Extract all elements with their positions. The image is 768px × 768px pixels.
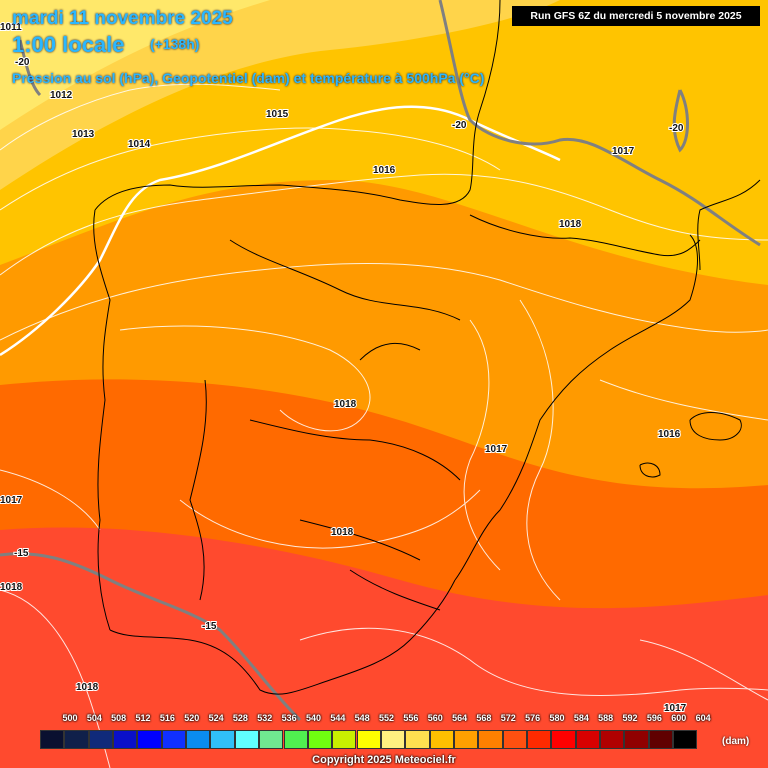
run-info-badge: Run GFS 6Z du mercredi 5 novembre 2025 (512, 6, 760, 26)
legend-swatch (380, 730, 406, 749)
legend-tick: 572 (500, 713, 516, 723)
legend-swatch (453, 730, 479, 749)
legend-tick: 576 (525, 713, 541, 723)
legend-tick: 524 (208, 713, 224, 723)
legend-tick: 580 (549, 713, 565, 723)
isobar-label: 1018 (331, 527, 354, 538)
legend-tick: 588 (598, 713, 614, 723)
isobar-label: 1018 (559, 219, 582, 230)
isobar-label: 1016 (658, 429, 681, 440)
coastlines (93, 0, 761, 695)
isobar-label: 1017 (0, 495, 23, 506)
legend-tick: 596 (646, 713, 662, 723)
isobar-label: 1017 (612, 146, 635, 157)
legend-tick: 540 (305, 713, 322, 723)
legend-tick: 528 (232, 713, 248, 723)
legend-swatch (332, 730, 357, 749)
isobar-label: 1018 (334, 399, 357, 410)
legend-tick: 600 (671, 713, 687, 723)
legend-swatch (478, 730, 503, 749)
time-title: 1:00 locale (12, 32, 125, 57)
legend-tick: 564 (452, 713, 468, 723)
legend-tick: 520 (184, 713, 200, 723)
isobar-label: 1012 (50, 90, 73, 101)
legend-tick: 556 (403, 713, 419, 723)
band-552 (0, 0, 270, 130)
color-legend: 500 504 508 512 516 520 524 528 532 536 540 544 548 5… (0, 708, 768, 768)
legend-swatch (137, 730, 162, 749)
legend-swatch (405, 730, 430, 749)
legend-tick: 592 (622, 713, 638, 723)
isotherm-label: -20 (669, 123, 684, 134)
isobar-label: 1011 (0, 22, 22, 33)
isobar-label: 1015 (266, 109, 289, 120)
legend-swatch (527, 730, 552, 749)
isobar-label: 1017 (485, 444, 508, 455)
legend-tick: 536 (281, 713, 297, 723)
isotherm-label: -20 (15, 57, 30, 68)
legend-swatch (259, 730, 284, 749)
isotherm-labels: -20 -20 -20 -15 -15 (13, 56, 685, 633)
legend-swatch (88, 730, 113, 749)
isobar-label: 1016 (373, 165, 396, 176)
legend-tick: 548 (354, 713, 370, 723)
legend-swatch (283, 730, 308, 749)
legend-swatch (673, 730, 698, 749)
legend-swatch (624, 730, 649, 749)
isotherm-label: -15 (202, 621, 217, 632)
isobar-labels: 1012 1013 1014 1015 1016 1017 1017 1018 … (0, 21, 688, 715)
isobar-label: 1013 (72, 129, 95, 140)
legend-tick: 508 (111, 713, 127, 723)
legend-swatch (575, 730, 600, 749)
legend-unit: (dam) (722, 736, 750, 747)
legend-tick: 504 (86, 713, 102, 723)
legend-swatch (307, 730, 333, 749)
legend-swatch (429, 730, 454, 749)
legend-tick: 560 (427, 713, 443, 723)
legend-tick: 544 (330, 713, 346, 723)
isobar-label: 1018 (76, 682, 99, 693)
legend-swatch (551, 730, 576, 749)
isotherm-lines (0, 0, 761, 722)
legend-swatch (40, 730, 65, 749)
isobar-label: 1017 (664, 703, 687, 714)
isobar-label: 1014 (128, 139, 151, 150)
date-title: mardi 11 novembre 2025 (12, 8, 233, 29)
legend-swatch (210, 730, 235, 749)
legend-swatch (356, 730, 381, 749)
legend-tick: 584 (573, 713, 589, 723)
forecast-offset: (+138h) (150, 36, 200, 52)
legend-swatch (113, 730, 138, 749)
isobar-lines (0, 83, 768, 768)
legend-tick: 500 (62, 713, 78, 723)
legend-tick: 568 (476, 713, 492, 723)
legend-swatch (161, 730, 187, 749)
map-description: Pression au sol (hPa), Geopotentiel (dam… (12, 70, 485, 86)
legend-tick: 516 (159, 713, 175, 723)
legend-tick: 512 (135, 713, 151, 723)
legend-tick: 604 (695, 713, 711, 723)
legend-swatch (600, 730, 625, 749)
legend-tick: 532 (257, 713, 273, 723)
legend-swatch (234, 730, 260, 749)
legend-swatch (64, 730, 89, 749)
legend-swatch (648, 730, 674, 749)
isotherm-label: -15 (14, 548, 29, 559)
legend-tick: 552 (379, 713, 395, 723)
copyright: Copyright 2025 Meteociel.fr (312, 754, 456, 766)
legend-swatch (186, 730, 211, 749)
isotherm-label: -20 (452, 120, 467, 131)
legend-swatch (502, 730, 527, 749)
isobar-label: 1018 (0, 582, 23, 593)
